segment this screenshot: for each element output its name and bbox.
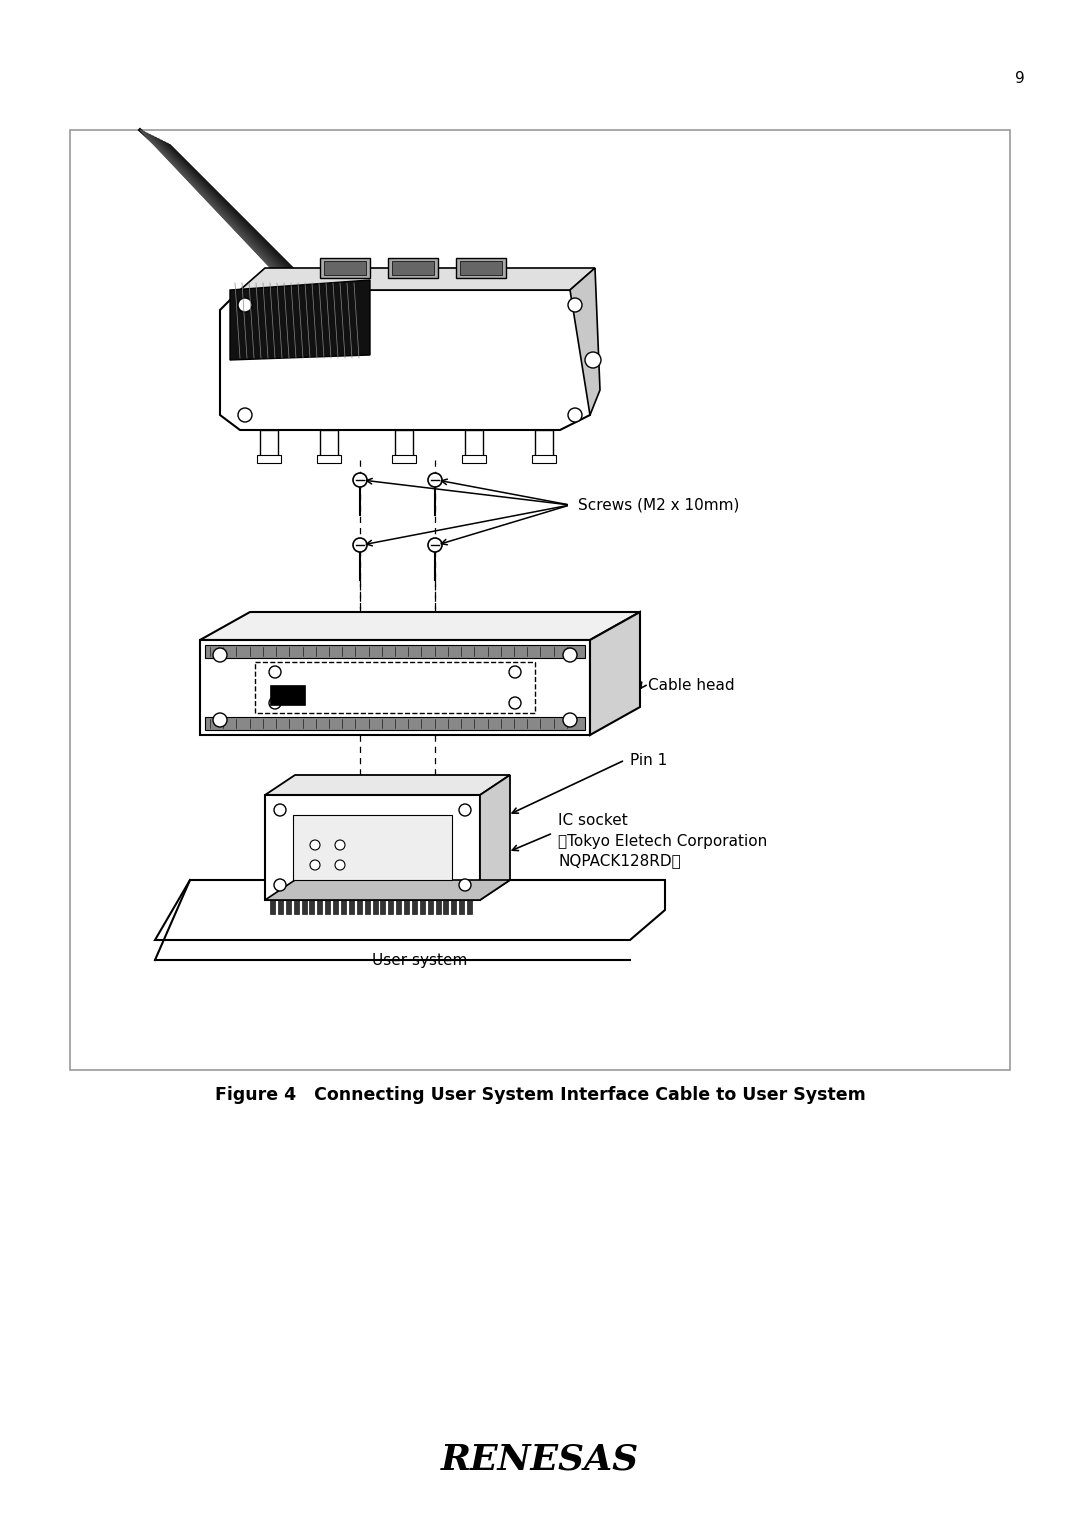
Bar — [270, 899, 275, 915]
Bar — [373, 899, 378, 915]
Circle shape — [310, 840, 320, 850]
Bar — [324, 260, 366, 276]
Bar — [205, 645, 585, 659]
Bar — [389, 899, 393, 915]
Text: IC socket: IC socket — [558, 812, 627, 827]
Circle shape — [509, 666, 521, 679]
Bar — [325, 899, 330, 915]
Bar — [70, 130, 1010, 1069]
Bar — [404, 899, 409, 915]
Bar — [318, 899, 322, 915]
Bar — [349, 899, 354, 915]
Bar — [301, 899, 307, 915]
Bar — [380, 899, 386, 915]
Circle shape — [310, 859, 320, 870]
Circle shape — [335, 859, 345, 870]
Text: RENESAS: RENESAS — [441, 1443, 639, 1477]
Polygon shape — [156, 879, 665, 941]
Bar — [459, 899, 464, 915]
Bar — [392, 455, 416, 463]
Text: （Tokyo Eletech Corporation: （Tokyo Eletech Corporation — [558, 833, 767, 849]
Bar — [465, 430, 483, 460]
Bar — [333, 899, 338, 915]
Bar — [420, 899, 424, 915]
Bar — [411, 899, 417, 915]
Bar — [460, 260, 502, 276]
Polygon shape — [220, 290, 590, 430]
Circle shape — [568, 299, 582, 313]
Polygon shape — [590, 611, 640, 735]
Bar — [535, 430, 553, 460]
Circle shape — [238, 299, 252, 313]
Bar — [341, 899, 346, 915]
Circle shape — [509, 697, 521, 709]
Bar — [200, 640, 590, 735]
Text: User system: User system — [373, 953, 468, 968]
Bar — [428, 899, 433, 915]
Polygon shape — [200, 611, 640, 640]
Bar — [365, 899, 369, 915]
Circle shape — [238, 408, 252, 421]
Bar — [468, 899, 472, 915]
Text: Cable head: Cable head — [648, 677, 734, 692]
Circle shape — [274, 804, 286, 817]
Bar — [356, 899, 362, 915]
Bar — [310, 899, 314, 915]
Polygon shape — [570, 268, 600, 415]
Bar — [278, 899, 283, 915]
Polygon shape — [240, 268, 595, 290]
Polygon shape — [230, 280, 370, 360]
Bar — [444, 899, 448, 915]
Text: Screws (M2 x 10mm): Screws (M2 x 10mm) — [578, 498, 740, 513]
Circle shape — [213, 712, 227, 728]
Bar — [294, 899, 299, 915]
Circle shape — [335, 840, 345, 850]
Circle shape — [428, 473, 442, 487]
Circle shape — [213, 648, 227, 662]
Bar — [320, 257, 370, 277]
Circle shape — [563, 712, 577, 728]
Polygon shape — [265, 879, 510, 899]
Text: Figure 4   Connecting User System Interface Cable to User System: Figure 4 Connecting User System Interfac… — [215, 1086, 865, 1105]
Circle shape — [269, 666, 281, 679]
Bar — [388, 257, 438, 277]
Bar — [318, 455, 341, 463]
Circle shape — [428, 538, 442, 552]
Text: Pin 1: Pin 1 — [630, 752, 667, 768]
Bar — [270, 685, 305, 705]
Text: NQPACK128RD）: NQPACK128RD） — [558, 853, 680, 869]
Bar — [260, 430, 278, 460]
Circle shape — [568, 408, 582, 421]
Bar — [293, 815, 453, 879]
Circle shape — [459, 804, 471, 817]
Bar — [320, 430, 338, 460]
Circle shape — [274, 879, 286, 892]
Bar — [392, 260, 434, 276]
Circle shape — [353, 473, 367, 487]
Bar — [395, 430, 413, 460]
Bar — [286, 899, 291, 915]
Circle shape — [563, 648, 577, 662]
Polygon shape — [265, 775, 510, 795]
Bar — [532, 455, 556, 463]
Text: 9: 9 — [1015, 70, 1025, 86]
Bar — [435, 899, 441, 915]
Polygon shape — [480, 775, 510, 899]
Bar — [205, 717, 585, 731]
Circle shape — [353, 538, 367, 552]
Circle shape — [585, 352, 600, 368]
Bar — [462, 455, 486, 463]
Bar — [265, 795, 480, 899]
Bar — [451, 899, 457, 915]
Bar — [396, 899, 401, 915]
Circle shape — [459, 879, 471, 892]
Circle shape — [269, 697, 281, 709]
Bar — [255, 662, 535, 712]
Bar — [456, 257, 507, 277]
Bar — [257, 455, 281, 463]
